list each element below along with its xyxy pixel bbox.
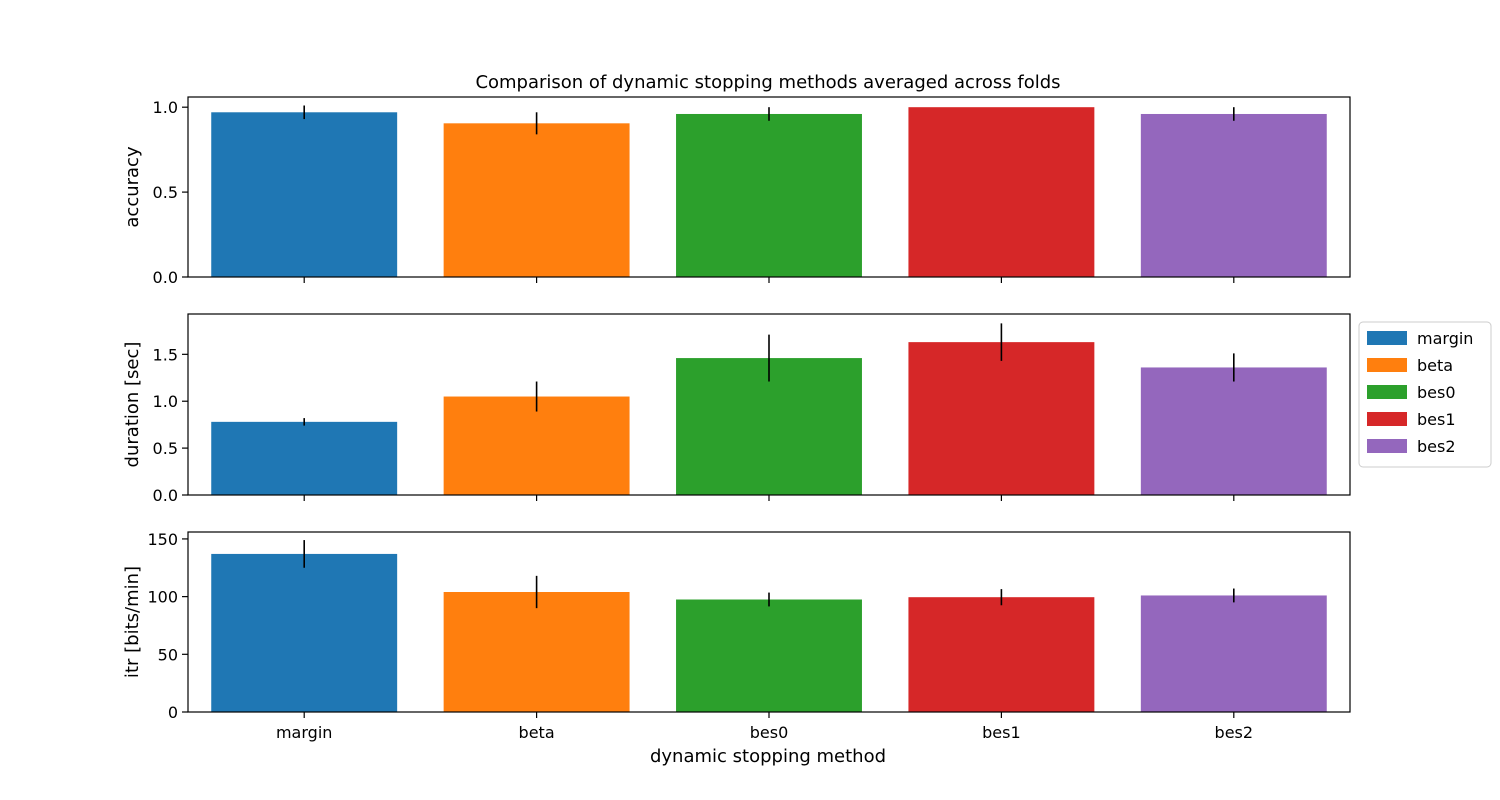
- y-tick-label: 0.0: [153, 268, 178, 287]
- bar-margin: [211, 112, 398, 277]
- bar-margin: [211, 553, 398, 712]
- bar-bes1: [908, 107, 1095, 277]
- y-tick-label: 0.5: [153, 183, 178, 202]
- y-axis-label: accuracy: [122, 146, 143, 228]
- x-tick-label-bes1: bes1: [982, 723, 1021, 742]
- x-axis-label: dynamic stopping method: [650, 746, 886, 767]
- bar-bes1: [908, 342, 1095, 495]
- y-axis-label: duration [sec]: [122, 342, 143, 468]
- y-tick-label: 50: [158, 645, 178, 664]
- legend: margin beta bes0 bes1 bes2: [1358, 321, 1492, 468]
- y-tick-label: 0.0: [153, 486, 178, 505]
- y-tick-label: 100: [147, 588, 178, 607]
- panels: 0.0 0.5 1.0 accuracy 0.0 0.5 1.0 1.5 duration [s…: [122, 96, 1351, 742]
- bar-bes2: [1140, 595, 1327, 712]
- bar-beta: [443, 396, 630, 495]
- x-tick-label-margin: margin: [276, 723, 332, 742]
- chart-title: Comparison of dynamic stopping methods a…: [475, 72, 1060, 93]
- x-tick-label-beta: beta: [519, 723, 555, 742]
- bar-bes0: [676, 599, 862, 712]
- legend-swatch-bes2: [1367, 439, 1407, 453]
- legend-label-margin: margin: [1417, 329, 1473, 348]
- bar-bes1: [908, 597, 1095, 712]
- panel-1: 0.0 0.5 1.0 accuracy: [122, 96, 1351, 287]
- bar-beta: [443, 592, 630, 712]
- y-tick-label: 0.5: [153, 439, 178, 458]
- panel-2: 0.0 0.5 1.0 1.5 duration [sec]: [122, 313, 1351, 505]
- bar-bes0: [676, 113, 862, 277]
- bar-bes2: [1140, 113, 1327, 277]
- legend-swatch-bes1: [1367, 412, 1407, 426]
- bar-bes2: [1140, 367, 1327, 495]
- y-tick-label: 150: [147, 530, 178, 549]
- x-tick-label-bes2: bes2: [1215, 723, 1254, 742]
- legend-label-bes0: bes0: [1417, 383, 1456, 402]
- legend-label-bes2: bes2: [1417, 437, 1456, 456]
- y-tick-label: 0: [168, 703, 178, 722]
- y-tick-label: 1.0: [153, 98, 178, 117]
- legend-swatch-bes0: [1367, 385, 1407, 399]
- legend-label-bes1: bes1: [1417, 410, 1456, 429]
- bar-margin: [211, 421, 398, 495]
- y-tick-label: 1.0: [153, 392, 178, 411]
- bar-beta: [443, 123, 630, 277]
- legend-label-beta: beta: [1417, 356, 1453, 375]
- legend-swatch-margin: [1367, 331, 1407, 345]
- y-axis-label: itr [bits/min]: [122, 566, 143, 678]
- legend-swatch-beta: [1367, 358, 1407, 372]
- x-tick-label-bes0: bes0: [750, 723, 789, 742]
- y-tick-label: 1.5: [153, 345, 178, 364]
